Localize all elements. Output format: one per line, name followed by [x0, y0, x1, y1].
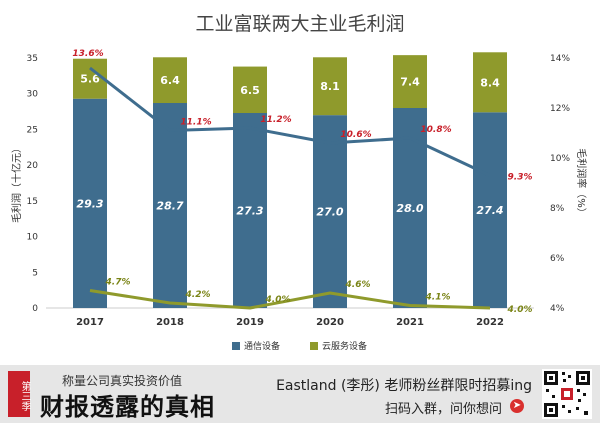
chart-svg: 工业富联两大主业毛利润 0 5 10 15 20 25 30 35 4% 6% 8% 10% 12% 14%… — [10, 13, 588, 352]
x-tick-label: 2019 — [236, 317, 264, 328]
x-tick-label: 2018 — [156, 317, 184, 328]
x-tick-label: 2021 — [396, 317, 424, 328]
y-axis-label: 毛利润（十亿元） — [10, 143, 23, 223]
bar-cloud — [233, 66, 267, 113]
banner-cta-title: Eastland (李彤) 老师粉丝群限时招募ing — [276, 378, 532, 394]
margin-data-label: 11.1% — [180, 118, 211, 128]
bar-value-label: 27.3 — [236, 205, 263, 218]
bar-cloud — [393, 55, 427, 108]
bar-telecom — [313, 115, 347, 309]
margin-line-cloud — [89, 289, 491, 310]
x-tick-label: 2022 — [476, 317, 504, 328]
margin-line-telecom — [89, 66, 491, 177]
banner-brand: 财报透露的真相 — [40, 392, 215, 421]
y-tick-label: 25 — [27, 125, 38, 135]
arrow-right-icon[interactable]: ➤ — [510, 399, 524, 413]
y2-axis-label: 毛利润率（%） — [575, 148, 588, 218]
bar-value-label: 6.5 — [240, 84, 260, 97]
margin-data-label: 10.8% — [420, 125, 451, 135]
y2-tick-label: 4% — [550, 304, 565, 314]
chart-area: 工业富联两大主业毛利润 0 5 10 15 20 25 30 35 4% 6% 8% 10% 12% 14%… — [10, 13, 588, 352]
x-tick-label: 2020 — [316, 317, 344, 328]
margin-data-label: 4.6% — [345, 280, 371, 290]
bar-value-label: 6.4 — [160, 74, 180, 87]
x-tick-label: 2017 — [76, 317, 104, 328]
margin-data-label: 10.6% — [340, 130, 371, 140]
y2-tick-label: 6% — [550, 254, 565, 264]
margin-data-label: 4.0% — [507, 305, 533, 315]
bar-telecom — [393, 108, 427, 308]
margin-data-label: 13.6% — [72, 49, 103, 59]
bar-telecom — [153, 103, 187, 308]
margin-data-label: 4.0% — [265, 295, 291, 305]
y-tick-label: 0 — [32, 304, 38, 314]
y-tick-label: 10 — [27, 233, 39, 243]
bar-value-label: 28.7 — [156, 200, 183, 213]
y2-tick-label: 14% — [550, 54, 570, 64]
qr-code-icon[interactable] — [542, 369, 592, 419]
footer-banner: 第三季 称量公司真实投资价值 财报透露的真相 Eastland (李彤) 老师粉… — [0, 365, 600, 423]
y-tick-label: 30 — [27, 90, 39, 100]
bar-value-label: 27.0 — [316, 206, 343, 219]
legend-label: 云服务设备 — [322, 340, 367, 352]
y2-tick-label: 8% — [550, 204, 565, 214]
y2-tick-label: 12% — [550, 104, 570, 114]
bar-telecom — [473, 112, 507, 309]
bar-telecom — [233, 113, 267, 308]
legend-swatch — [232, 342, 240, 350]
y-tick-label: 15 — [27, 197, 38, 207]
y-tick-label: 35 — [27, 54, 38, 64]
bar-value-label: 8.1 — [320, 80, 340, 93]
bar-cloud — [473, 52, 507, 113]
y-tick-label: 20 — [27, 161, 39, 171]
bar-value-label: 8.4 — [480, 76, 500, 89]
bar-cloud — [153, 57, 187, 103]
margin-data-label: 11.2% — [260, 115, 291, 125]
margin-data-label: 9.3% — [508, 173, 533, 183]
banner-cta-subtitle: 扫码入群，问你想问 — [384, 402, 502, 417]
margin-data-label: 4.1% — [425, 293, 451, 303]
margin-data-label: 4.7% — [105, 278, 131, 288]
legend-swatch — [310, 342, 318, 350]
bar-cloud — [313, 57, 347, 116]
bar-value-label: 29.3 — [76, 197, 103, 210]
bar-value-label: 7.4 — [400, 76, 420, 89]
bar-value-label: 27.4 — [476, 204, 503, 217]
y-tick-label: 5 — [32, 268, 38, 278]
bar-value-label: 28.0 — [396, 202, 423, 215]
y2-tick-label: 10% — [550, 154, 570, 164]
chart-title: 工业富联两大主业毛利润 — [195, 13, 404, 35]
margin-data-label: 4.2% — [185, 290, 211, 300]
bar-value-label: 5.6 — [80, 73, 100, 86]
bar-telecom — [73, 98, 107, 308]
legend-label: 通信设备 — [244, 340, 280, 352]
banner-slogan: 称量公司真实投资价值 — [62, 374, 183, 388]
season-badge: 第三季 — [8, 371, 30, 417]
